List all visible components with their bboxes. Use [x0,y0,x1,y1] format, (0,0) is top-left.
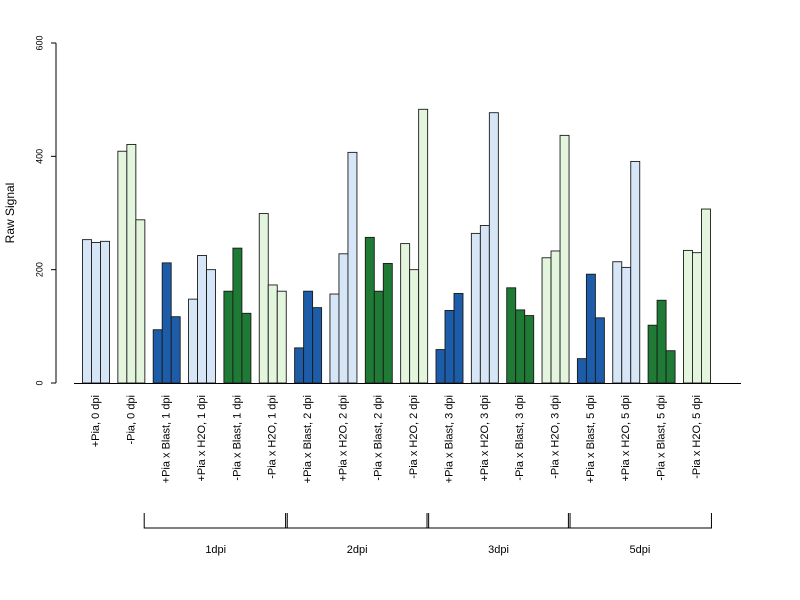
bar [170,316,181,384]
bar [453,293,464,384]
x-tick-label: +Pia x Blast, 1 dpi [161,395,173,483]
bar [100,240,110,384]
y-tick-label: 600 [34,35,44,50]
bar [329,293,340,384]
group-bracket [285,513,430,529]
bar [267,284,278,384]
x-tick-label: +Pia x H2O, 1 dpi [196,395,208,482]
bar [338,253,349,384]
x-tick-label: +Pia x H2O, 5 dpi [620,395,632,482]
bar [665,350,676,384]
bar [294,347,305,384]
bar [621,266,632,384]
bar [647,324,658,384]
bar [630,160,641,384]
x-tick-label: +Pia x Blast, 3 dpi [443,395,455,483]
x-tick-label: -Pia x H2O, 3 dpi [549,395,561,479]
group-label: 3dpi [488,544,509,556]
x-tick-label: -Pia x H2O, 2 dpi [408,395,420,479]
bar [400,243,411,384]
bar [701,208,711,384]
bar [152,329,163,384]
bar [364,236,375,384]
bar [656,299,667,384]
y-axis-label: Raw Signal [3,183,17,244]
bar [559,134,570,384]
group-label: 1dpi [205,544,226,556]
y-axis: 0 200 400 600 [34,35,57,386]
bar [232,247,243,384]
x-tick-label: +Pia x H2O, 3 dpi [479,395,491,482]
x-tick-label: -Pia x H2O, 5 dpi [691,395,703,479]
bar [373,290,384,384]
bar [692,252,702,384]
bars [82,108,711,384]
bar [683,249,693,384]
bar [276,290,287,384]
bar [382,262,393,384]
y-tick-label: 200 [34,262,44,277]
bar [303,290,314,384]
bar [550,250,561,384]
bar [312,307,323,384]
x-tick-label: +Pia x Blast, 5 dpi [585,395,597,483]
group-bracket [143,513,288,529]
bar [206,269,217,384]
bar [515,309,526,384]
bar [82,239,92,384]
bar [409,269,420,384]
bar [612,261,623,384]
group-bracket [567,513,712,529]
x-tick-label: -Pia x Blast, 1 dpi [231,395,243,481]
x-tick-label: -Pia x Blast, 3 dpi [514,395,526,481]
bar [347,151,358,384]
x-tick-label: -Pia, 0 dpi [125,395,137,445]
bar [241,312,252,384]
bar [91,242,101,384]
dpi-group-brackets: 1dpi 2dpi 3dpi 5dpi [143,513,712,556]
bar [197,255,208,384]
bar [135,219,146,384]
x-tick-label: -Pia x Blast, 5 dpi [656,395,668,481]
bar [117,150,128,384]
bar [444,310,455,384]
bar [576,358,587,384]
bar [479,225,490,384]
bar [470,232,481,384]
x-tick-labels: +Pia, 0 dpi -Pia, 0 dpi +Pia x Blast, 1 dp… [90,395,703,483]
bar [258,213,269,384]
bar [506,287,517,384]
bar [594,317,605,384]
y-tick-label: 400 [34,149,44,164]
bar [541,257,552,384]
group-label: 2dpi [347,544,368,556]
bar [488,112,499,384]
y-tick-label: 0 [34,380,44,385]
x-tick-label: +Pia x Blast, 2 dpi [302,395,314,483]
bar [435,349,446,384]
bar [524,315,535,384]
group-bracket [426,513,571,529]
bar [188,298,199,384]
x-tick-label: -Pia x H2O, 1 dpi [267,395,279,479]
bar [223,290,234,384]
x-tick-label: +Pia, 0 dpi [90,395,102,447]
x-tick-label: -Pia x Blast, 2 dpi [373,395,385,481]
bar [418,108,429,384]
bar [161,262,172,384]
bar [585,273,596,384]
x-tick-label: +Pia x H2O, 2 dpi [337,395,349,482]
bar [126,143,137,384]
group-label: 5dpi [630,544,651,556]
